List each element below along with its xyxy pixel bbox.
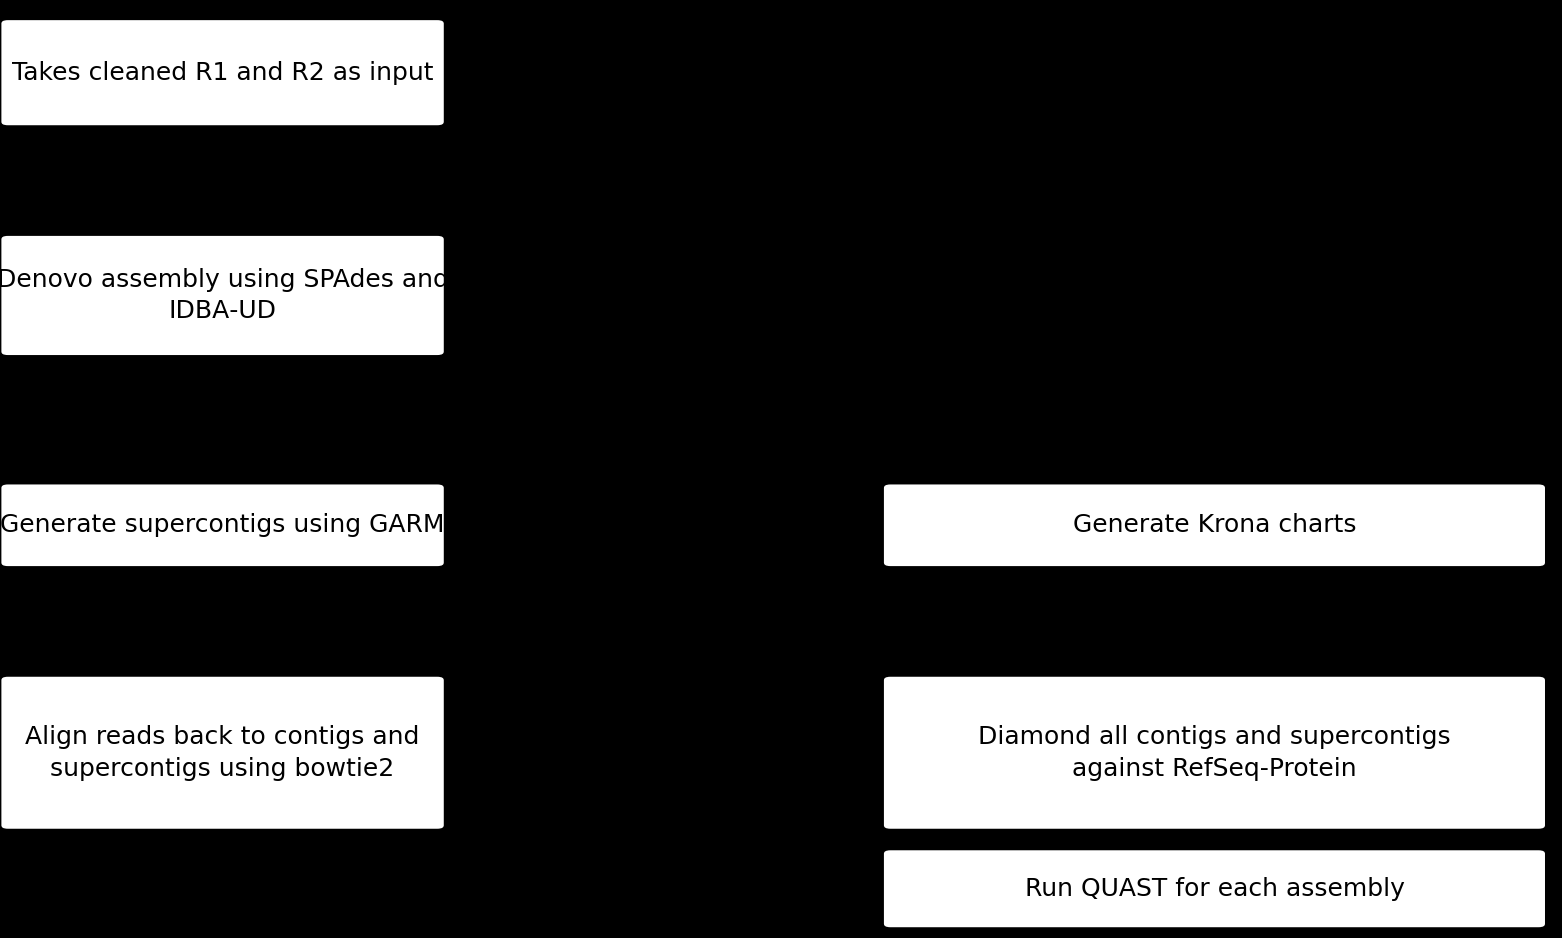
Text: Generate Krona charts: Generate Krona charts	[1073, 513, 1356, 537]
Text: Takes cleaned R1 and R2 as input: Takes cleaned R1 and R2 as input	[12, 61, 433, 84]
FancyBboxPatch shape	[0, 675, 445, 830]
FancyBboxPatch shape	[883, 483, 1546, 567]
Text: Align reads back to contigs and
supercontigs using bowtie2: Align reads back to contigs and supercon…	[25, 725, 420, 780]
FancyBboxPatch shape	[0, 19, 445, 127]
Text: Diamond all contigs and supercontigs
against RefSeq-Protein: Diamond all contigs and supercontigs aga…	[978, 725, 1451, 780]
Text: Run QUAST for each assembly: Run QUAST for each assembly	[1025, 877, 1404, 900]
Text: Generate supercontigs using GARM: Generate supercontigs using GARM	[0, 513, 445, 537]
FancyBboxPatch shape	[883, 849, 1546, 929]
Text: Denovo assembly using SPAdes and
IDBА-UD: Denovo assembly using SPAdes and IDBА-UD	[0, 267, 448, 324]
FancyBboxPatch shape	[0, 234, 445, 356]
FancyBboxPatch shape	[883, 675, 1546, 830]
FancyBboxPatch shape	[0, 483, 445, 567]
